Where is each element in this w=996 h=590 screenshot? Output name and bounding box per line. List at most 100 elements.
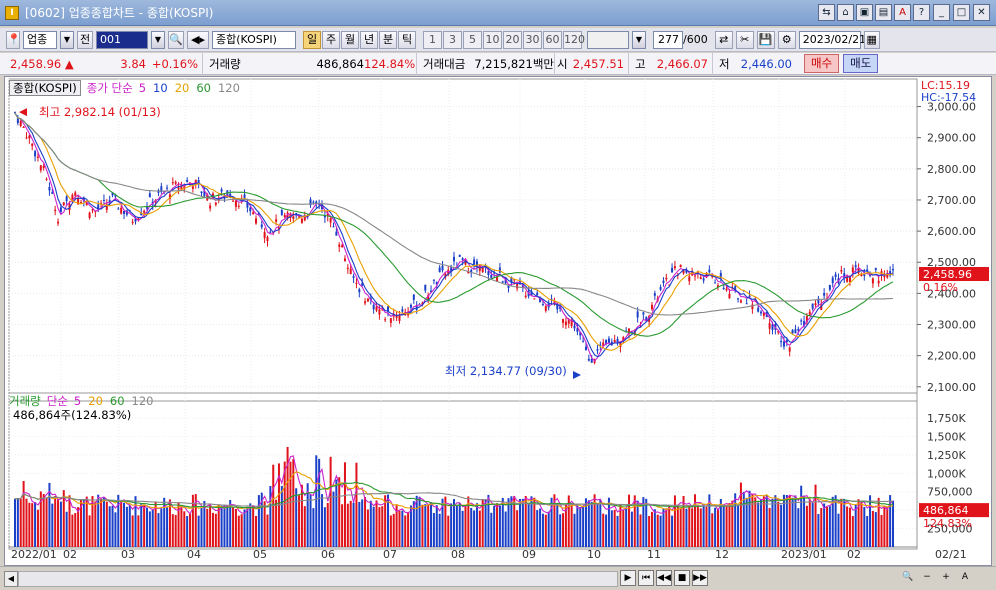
volume-bar — [857, 499, 860, 547]
candle-body — [596, 349, 599, 351]
title-button-2[interactable]: ▣ — [856, 4, 873, 21]
zoom-out-icon[interactable]: − — [923, 572, 931, 582]
nav-button-2[interactable]: ◀◀ — [656, 570, 672, 586]
volume-bar — [200, 507, 203, 547]
settings-icon[interactable]: ⚙ — [777, 30, 796, 49]
current-price-tag-bg — [919, 267, 989, 282]
title-button-7[interactable]: □ — [953, 4, 970, 21]
volume-bar — [134, 496, 137, 547]
candle-body — [315, 201, 318, 204]
candle-body — [197, 180, 200, 184]
candle-body — [846, 276, 849, 282]
count-input[interactable]: 277 — [653, 30, 683, 49]
title-button-1[interactable]: ⌂ — [837, 4, 854, 21]
speaker-icon[interactable]: ◀▸ — [187, 30, 209, 49]
period-tab-4[interactable]: 분 — [379, 30, 397, 49]
volume-bar — [45, 497, 48, 547]
title-button-3[interactable]: ▤ — [875, 4, 892, 21]
volume-bar — [800, 485, 803, 547]
volume-bar — [889, 495, 892, 547]
date-input[interactable]: 2023/02/21 — [798, 30, 866, 49]
volume-bar — [364, 496, 367, 547]
title-button-8[interactable]: ✕ — [973, 4, 990, 21]
sell-button[interactable]: 매도 — [843, 54, 879, 73]
calendar-icon[interactable]: ▦ — [863, 30, 880, 49]
candle-body — [108, 200, 111, 204]
candle-body — [685, 269, 688, 273]
nav-button-3[interactable]: ■ — [674, 570, 690, 586]
volume-bar — [478, 510, 481, 547]
volume-bar — [831, 496, 834, 547]
period-tab-3[interactable]: 년 — [360, 30, 378, 49]
candle-body — [186, 179, 189, 182]
nav-button-4[interactable]: ▶▶ — [692, 570, 708, 586]
font-icon[interactable]: A — [961, 572, 969, 582]
price-legend-name[interactable]: 종합(KOSPI) — [9, 80, 81, 96]
title-button-4[interactable]: A — [894, 4, 911, 21]
period-tab-0[interactable]: 일 — [303, 30, 321, 49]
zoom-in-icon[interactable]: + — [942, 572, 950, 582]
volume-bar — [280, 485, 283, 547]
tools-icon[interactable]: ✂ — [735, 30, 754, 49]
code-input[interactable]: 001 — [96, 30, 148, 49]
volume-bar — [498, 505, 501, 547]
volume-bar — [826, 507, 829, 547]
price-axis-label: 2,100.00 — [927, 381, 976, 394]
volume-bar — [524, 495, 527, 547]
scroll-left-icon[interactable]: ◀ — [4, 571, 18, 587]
interval-button-120[interactable]: 120 — [563, 30, 585, 49]
buy-button[interactable]: 매수 — [804, 54, 840, 73]
interval-button-60[interactable]: 60 — [543, 30, 562, 49]
interval-button-1[interactable]: 1 — [423, 30, 442, 49]
volume-bar — [567, 495, 570, 547]
prev-button[interactable]: 전 — [77, 30, 93, 49]
volume-bar — [252, 506, 255, 547]
save-icon[interactable]: 💾 — [756, 30, 775, 49]
pin-icon[interactable]: 📍 — [6, 30, 21, 49]
title-button-5[interactable]: ? — [913, 4, 930, 21]
candle-body — [298, 216, 301, 218]
period-tab-5[interactable]: 틱 — [398, 30, 416, 49]
candle-body — [567, 319, 570, 324]
title-button-6[interactable]: _ — [933, 4, 950, 21]
chart-type-icon[interactable]: ⇄ — [714, 30, 733, 49]
market-type-dropdown-icon[interactable]: ▼ — [60, 30, 74, 49]
nav-button-1[interactable]: ⏮ — [638, 570, 654, 586]
candle-body — [338, 244, 341, 247]
interval-button-20[interactable]: 20 — [503, 30, 522, 49]
candle-body — [343, 258, 346, 262]
interval-button-10[interactable]: 10 — [483, 30, 502, 49]
nav-button-0[interactable]: ▶ — [620, 570, 636, 586]
volume-bar — [160, 508, 163, 547]
zoom-icon[interactable]: 🔍 — [902, 572, 914, 582]
market-type-select[interactable]: 업종 — [23, 30, 57, 49]
volume-bar — [369, 500, 372, 547]
price-volume-chart[interactable]: 3,000.00 2,900.00 2,800.00 2,700.00 2,600.00… — [5, 77, 993, 567]
volume-bar — [289, 461, 292, 547]
chart-area[interactable]: 3,000.00 2,900.00 2,800.00 2,700.00 2,600.00… — [4, 76, 992, 566]
search-icon[interactable]: 🔍 — [168, 30, 184, 49]
horizontal-scrollbar[interactable] — [18, 571, 618, 587]
volume-bar — [387, 494, 390, 547]
volume-bar — [716, 508, 719, 547]
code-dropdown-icon[interactable]: ▼ — [151, 30, 165, 49]
title-button-0[interactable]: ⇆ — [818, 4, 835, 21]
volume-bar — [343, 462, 346, 547]
volume-bar — [702, 503, 705, 547]
candle-body — [473, 259, 476, 265]
period-tab-2[interactable]: 월 — [341, 30, 359, 49]
interval-button-5[interactable]: 5 — [463, 30, 482, 49]
volume-bar — [25, 498, 28, 547]
volume-bar — [123, 502, 126, 547]
period-tab-1[interactable]: 주 — [322, 30, 340, 49]
interval-dropdown-icon[interactable]: ▼ — [632, 30, 646, 49]
volume-bar — [31, 503, 34, 547]
interval-button-3[interactable]: 3 — [443, 30, 462, 49]
price-ma-5: 5 — [138, 81, 147, 95]
volume-bar — [260, 492, 263, 547]
candle-body — [602, 342, 605, 347]
interval-button-30[interactable]: 30 — [523, 30, 542, 49]
candle-body — [237, 205, 240, 207]
candle-body — [702, 278, 705, 281]
interval-input[interactable] — [587, 30, 629, 49]
